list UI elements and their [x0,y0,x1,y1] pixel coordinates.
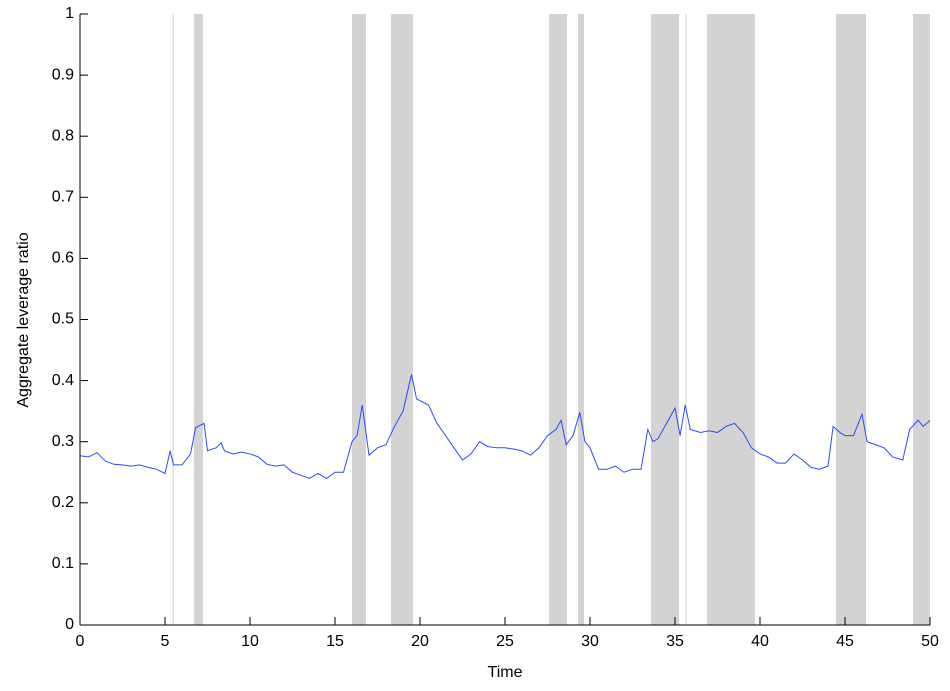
y-axis-label: Aggregate leverage ratio [15,232,32,407]
y-tick-label: 0.3 [52,433,74,450]
x-tick-label: 0 [76,633,85,650]
x-tick-label: 45 [836,633,854,650]
shaded-region [706,14,756,625]
y-tick-label: 0.5 [52,311,74,328]
x-tick-label: 15 [326,633,344,650]
shaded-region [390,14,414,625]
shaded-region [193,14,204,625]
y-tick-label: 0.7 [52,189,74,206]
y-tick-label: 0.6 [52,250,74,267]
x-tick-label: 25 [496,633,514,650]
shaded-region [685,14,687,625]
shaded-region [835,14,867,625]
x-tick-label: 35 [666,633,684,650]
x-tick-label: 20 [411,633,429,650]
shaded-region [172,14,174,625]
shaded-region [577,14,585,625]
x-axis-label: Time [488,664,523,681]
y-tick-label: 0.4 [52,372,74,389]
y-tick-label: 0.1 [52,555,74,572]
x-tick-label: 5 [161,633,170,650]
y-tick-label: 0.8 [52,127,74,144]
y-tick-label: 1 [65,5,74,22]
x-tick-label: 30 [581,633,599,650]
y-tick-label: 0.2 [52,494,74,511]
data-line [79,374,931,479]
shaded-region [352,14,366,625]
x-tick-label: 50 [921,633,939,650]
x-tick-label: 40 [751,633,769,650]
y-tick-label: 0.9 [52,66,74,83]
x-tick-label: 10 [241,633,259,650]
shaded-region [913,14,930,625]
shaded-region [549,14,568,625]
shaded-region [651,14,680,625]
y-tick-label: 0 [65,616,74,633]
